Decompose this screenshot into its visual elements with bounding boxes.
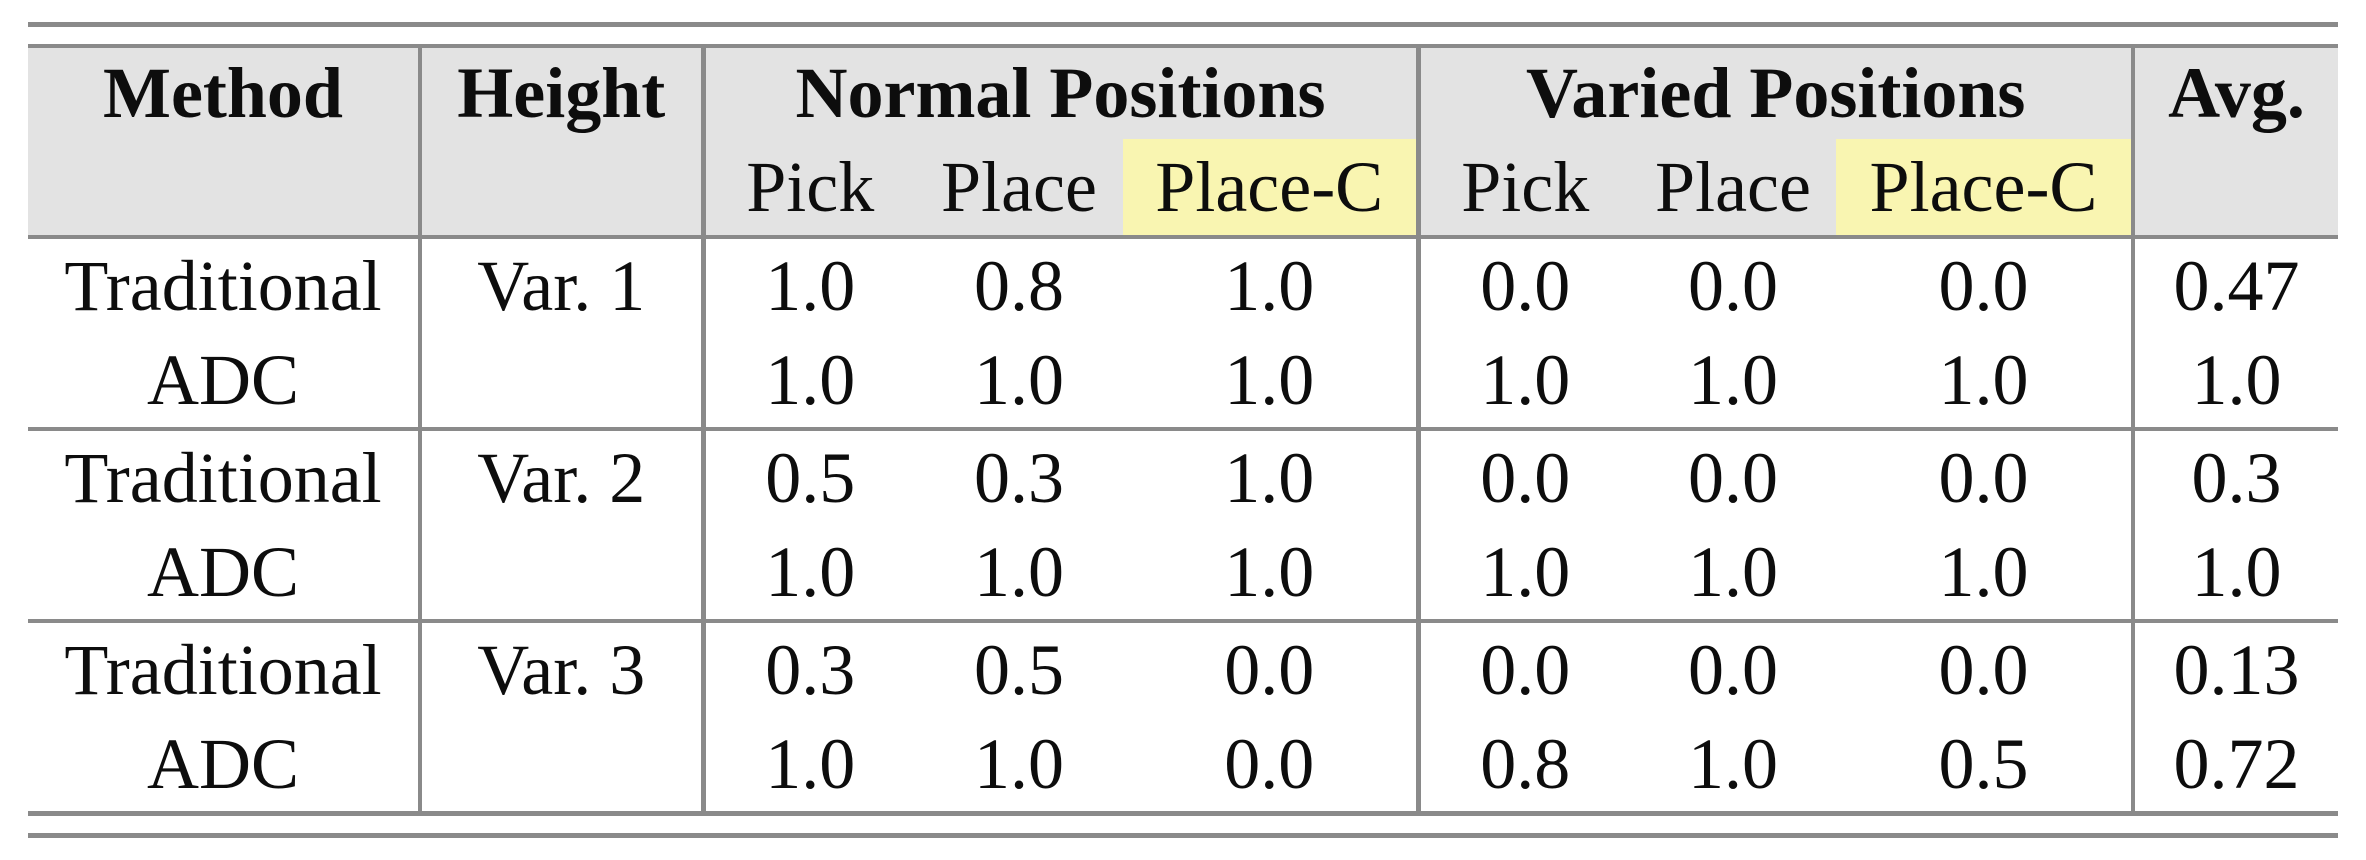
cell-method: Traditional xyxy=(28,235,420,333)
cell-method: ADC xyxy=(28,525,420,621)
cell-varied-pick: 0.0 xyxy=(1415,619,1630,717)
cell-varied-place: 0.0 xyxy=(1630,619,1836,717)
cell-varied-place-c: 0.0 xyxy=(1836,235,2133,333)
results-table: Method Height Normal Positions Varied Po… xyxy=(28,44,2338,816)
cell-normal-pick: 0.5 xyxy=(700,427,915,525)
cell-varied-place-c: 1.0 xyxy=(1836,525,2133,621)
cell-varied-pick: 1.0 xyxy=(1415,525,1630,621)
cell-varied-place-c: 0.0 xyxy=(1836,619,2133,717)
cell-normal-place: 0.8 xyxy=(915,235,1123,333)
cell-normal-place-c: 1.0 xyxy=(1123,235,1418,333)
rule-gap xyxy=(28,816,2338,833)
cell-normal-pick: 1.0 xyxy=(700,717,915,814)
top-outer-rule xyxy=(28,22,2338,27)
cell-varied-place: 1.0 xyxy=(1630,525,1836,621)
cell-normal-pick: 1.0 xyxy=(700,333,915,429)
col-header-varied-place-c-highlighted: Place-C xyxy=(1836,139,2133,237)
table-row-adc-var3: ADC 1.0 1.0 0.0 0.8 1.0 0.5 0.72 xyxy=(28,717,2338,814)
cell-normal-place-c: 1.0 xyxy=(1123,525,1418,621)
rule-gap xyxy=(28,27,2338,44)
cell-avg: 0.13 xyxy=(2131,619,2338,717)
cell-normal-place: 0.5 xyxy=(915,619,1123,717)
cell-normal-place: 0.3 xyxy=(915,427,1123,525)
col-header-varied-pick: Pick xyxy=(1415,139,1630,237)
table-row-traditional-var1: Traditional Var. 1 1.0 0.8 1.0 0.0 0.0 0… xyxy=(28,235,2338,429)
cell-varied-place: 1.0 xyxy=(1630,717,1836,814)
table-row-traditional-var3: Traditional Var. 3 0.3 0.5 0.0 0.0 0.0 0… xyxy=(28,619,2338,814)
cell-method: ADC xyxy=(28,717,420,814)
cell-method: Traditional xyxy=(28,619,420,717)
cell-method: ADC xyxy=(28,333,420,429)
cell-height: Var. 2 xyxy=(418,427,703,621)
col-header-normal-pick: Pick xyxy=(700,139,915,237)
col-group-normal-positions: Normal Positions xyxy=(700,46,1418,139)
cell-varied-pick: 0.0 xyxy=(1415,235,1630,333)
cell-normal-place: 1.0 xyxy=(915,333,1123,429)
cell-varied-place-c: 1.0 xyxy=(1836,333,2133,429)
cell-avg: 1.0 xyxy=(2131,525,2338,621)
cell-varied-pick: 0.0 xyxy=(1415,427,1630,525)
col-header-normal-place: Place xyxy=(915,139,1123,237)
cell-varied-pick: 0.8 xyxy=(1415,717,1630,814)
col-header-height: Height xyxy=(418,46,703,237)
bottom-outer-rule xyxy=(28,833,2338,838)
cell-normal-place: 1.0 xyxy=(915,717,1123,814)
cell-normal-place-c: 0.0 xyxy=(1123,619,1418,717)
cell-varied-place: 0.0 xyxy=(1630,427,1836,525)
header-row-groups: Method Height Normal Positions Varied Po… xyxy=(28,46,2338,237)
cell-varied-place: 1.0 xyxy=(1630,333,1836,429)
table-row-traditional-var2: Traditional Var. 2 0.5 0.3 1.0 0.0 0.0 0… xyxy=(28,427,2338,621)
cell-normal-place-c: 1.0 xyxy=(1123,333,1418,429)
table-row-adc-var2: ADC 1.0 1.0 1.0 1.0 1.0 1.0 1.0 xyxy=(28,525,2338,621)
cell-method: Traditional xyxy=(28,427,420,525)
cell-avg: 0.72 xyxy=(2131,717,2338,814)
cell-varied-pick: 1.0 xyxy=(1415,333,1630,429)
cell-normal-pick: 1.0 xyxy=(700,525,915,621)
cell-normal-pick: 0.3 xyxy=(700,619,915,717)
cell-avg: 0.47 xyxy=(2131,235,2338,333)
col-group-varied-positions: Varied Positions xyxy=(1415,46,2133,139)
cell-avg: 1.0 xyxy=(2131,333,2338,429)
cell-normal-place-c: 1.0 xyxy=(1123,427,1418,525)
cell-normal-place: 1.0 xyxy=(915,525,1123,621)
cell-varied-place-c: 0.5 xyxy=(1836,717,2133,814)
table-row-adc-var1: ADC 1.0 1.0 1.0 1.0 1.0 1.0 1.0 xyxy=(28,333,2338,429)
header-row-sub: Pick Place Place-C Pick Place Place-C xyxy=(28,139,2338,237)
col-header-method: Method xyxy=(28,46,420,237)
cell-height: Var. 1 xyxy=(418,235,703,429)
cell-varied-place: 0.0 xyxy=(1630,235,1836,333)
col-header-avg: Avg. xyxy=(2131,46,2338,237)
cell-varied-place-c: 0.0 xyxy=(1836,427,2133,525)
col-header-varied-place: Place xyxy=(1630,139,1836,237)
cell-normal-place-c: 0.0 xyxy=(1123,717,1418,814)
cell-avg: 0.3 xyxy=(2131,427,2338,525)
col-header-normal-place-c-highlighted: Place-C xyxy=(1123,139,1418,237)
cell-height: Var. 3 xyxy=(418,619,703,814)
cell-normal-pick: 1.0 xyxy=(700,235,915,333)
